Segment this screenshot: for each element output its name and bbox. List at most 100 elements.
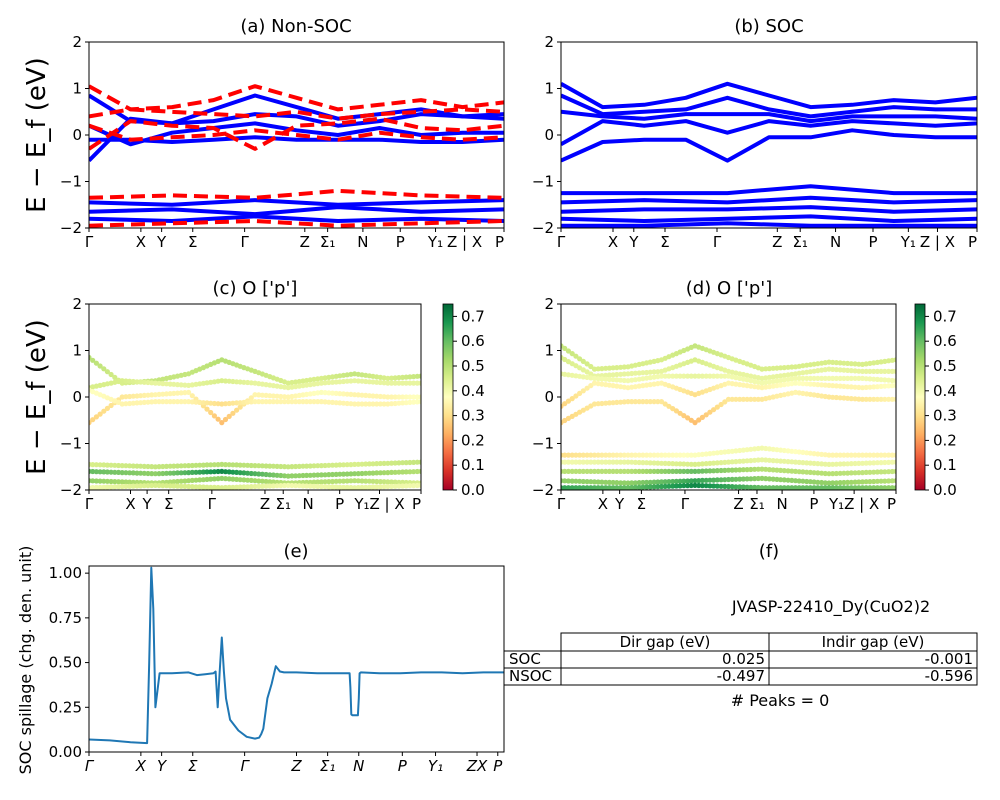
projected-band-point bbox=[640, 370, 646, 376]
projected-band-point bbox=[381, 460, 387, 466]
projected-band-point bbox=[632, 468, 639, 474]
projected-band-point bbox=[171, 479, 177, 485]
projected-band-point bbox=[692, 420, 698, 426]
x-tick-label: P bbox=[968, 233, 977, 251]
projected-band-point bbox=[744, 476, 750, 482]
y-tick-label: −2 bbox=[532, 219, 554, 237]
projected-band-point bbox=[830, 375, 836, 381]
projected-band-point bbox=[296, 483, 302, 489]
panel-c-colorbar: 0.7 0.6 0.5 0.4 0.3 0.2 0.1 0.0 bbox=[442, 303, 485, 499]
projected-band-point bbox=[826, 375, 832, 381]
y-tick-label: 0.00 bbox=[49, 743, 82, 761]
projected-band-point bbox=[822, 470, 828, 477]
projected-band-point bbox=[640, 399, 646, 405]
projected-band-point bbox=[93, 478, 99, 484]
projected-band-point bbox=[856, 470, 862, 476]
projected-band-point bbox=[565, 359, 572, 365]
projected-band-point bbox=[599, 376, 605, 382]
projected-band-point bbox=[826, 485, 832, 490]
projected-band-point bbox=[363, 478, 369, 484]
projected-band-point bbox=[326, 462, 332, 468]
projected-band-point bbox=[722, 467, 728, 473]
y-tick-label: 0.50 bbox=[49, 654, 82, 672]
projected-band-point bbox=[874, 396, 881, 402]
projected-band-point bbox=[826, 461, 832, 467]
projected-band-point bbox=[863, 368, 869, 374]
projected-band-point bbox=[714, 404, 720, 410]
projected-band-point bbox=[226, 413, 232, 419]
projected-band-point bbox=[186, 389, 192, 395]
projected-band-point bbox=[237, 484, 243, 490]
projected-band-point bbox=[204, 400, 210, 406]
projected-band-point bbox=[647, 479, 653, 485]
projected-band-point bbox=[833, 485, 839, 490]
projected-band-point bbox=[662, 373, 668, 379]
projected-band-point bbox=[785, 459, 791, 465]
projected-band-point bbox=[562, 401, 568, 407]
projected-band-point bbox=[610, 479, 616, 486]
projected-band-point bbox=[670, 373, 676, 379]
projected-band-point bbox=[882, 469, 888, 475]
projected-band-point bbox=[392, 483, 398, 489]
projected-band-point bbox=[259, 392, 265, 398]
projected-band-point bbox=[647, 375, 653, 381]
projected-band-point bbox=[141, 470, 147, 476]
projected-band-point bbox=[707, 477, 713, 483]
projected-band-point bbox=[644, 452, 650, 458]
projected-band-point bbox=[811, 485, 817, 490]
projected-band-point bbox=[278, 483, 284, 489]
projected-band-point bbox=[778, 365, 784, 371]
projected-band-point bbox=[396, 479, 402, 485]
y-tick-label: 1 bbox=[544, 80, 554, 98]
projected-band-point bbox=[848, 396, 854, 402]
projected-band-point bbox=[145, 379, 151, 386]
projected-band-point bbox=[108, 462, 114, 468]
x-tick-label: Σ₁ bbox=[320, 757, 336, 775]
projected-band-point bbox=[241, 470, 247, 476]
projected-band-point bbox=[874, 460, 881, 466]
projected-band-point bbox=[647, 369, 653, 375]
projected-band-point bbox=[377, 479, 383, 485]
projected-band-point bbox=[219, 378, 225, 384]
projected-band-point bbox=[259, 399, 265, 405]
projected-band-point bbox=[852, 375, 858, 381]
projected-band-point bbox=[197, 477, 203, 483]
band-line-nonsoc-dashed bbox=[89, 123, 504, 142]
projected-band-point bbox=[725, 483, 732, 490]
projected-band-point bbox=[658, 468, 665, 474]
projected-band-point bbox=[141, 379, 147, 385]
projected-band-point bbox=[363, 461, 369, 467]
projected-band-point bbox=[852, 460, 858, 467]
projected-band-point bbox=[407, 469, 413, 475]
projected-band-point bbox=[344, 478, 350, 484]
projected-band-point bbox=[658, 483, 665, 490]
projected-band-point bbox=[115, 479, 122, 485]
projected-band-point bbox=[315, 399, 321, 405]
projected-band-point bbox=[149, 399, 155, 405]
projected-band-point bbox=[152, 482, 158, 488]
projected-band-point bbox=[318, 399, 324, 405]
projected-band-point bbox=[123, 401, 129, 407]
projected-band-point bbox=[414, 482, 420, 489]
projected-band-point bbox=[329, 390, 336, 396]
projected-band-point bbox=[189, 393, 195, 399]
projected-band-point bbox=[644, 479, 650, 485]
projected-band-point bbox=[370, 393, 376, 399]
projected-band-point bbox=[867, 396, 873, 402]
projected-band-point bbox=[588, 485, 594, 490]
projected-band-point bbox=[115, 469, 122, 475]
projected-band-point bbox=[819, 375, 825, 381]
projected-band-point bbox=[208, 400, 214, 406]
projected-band-point bbox=[852, 485, 858, 490]
projected-band-point bbox=[123, 483, 129, 489]
panel-f-title: (f) bbox=[759, 541, 779, 562]
projected-band-point bbox=[714, 468, 720, 474]
projected-band-point bbox=[226, 484, 232, 490]
projected-band-point bbox=[352, 461, 358, 467]
projected-band-point bbox=[97, 478, 103, 484]
projected-band-point bbox=[852, 384, 858, 390]
projected-band-point bbox=[315, 463, 321, 469]
projected-band-point bbox=[565, 452, 572, 458]
panel-a-x-ticks: Γ X Y Σ Γ Z Σ₁ N P Y₁ Z | X P bbox=[85, 228, 505, 251]
projected-band-point bbox=[856, 368, 862, 374]
